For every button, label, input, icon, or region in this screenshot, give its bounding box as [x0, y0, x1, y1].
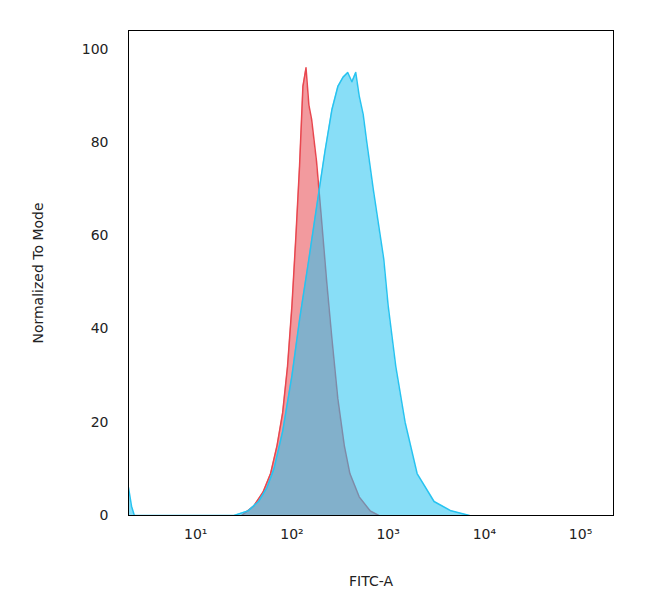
svg-text:Normalized To Mode: Normalized To Mode — [30, 202, 46, 343]
svg-text:20: 20 — [91, 414, 109, 430]
svg-text:10¹: 10¹ — [184, 526, 207, 542]
svg-text:10⁴: 10⁴ — [473, 526, 497, 542]
svg-text:100: 100 — [82, 41, 109, 57]
svg-text:40: 40 — [91, 320, 109, 336]
svg-text:FITC-A: FITC-A — [349, 573, 393, 589]
svg-text:10³: 10³ — [376, 526, 399, 542]
svg-text:10²: 10² — [280, 526, 303, 542]
svg-text:80: 80 — [91, 134, 109, 150]
svg-text:60: 60 — [91, 227, 109, 243]
svg-text:10⁵: 10⁵ — [569, 526, 592, 542]
svg-text:0: 0 — [100, 507, 109, 523]
